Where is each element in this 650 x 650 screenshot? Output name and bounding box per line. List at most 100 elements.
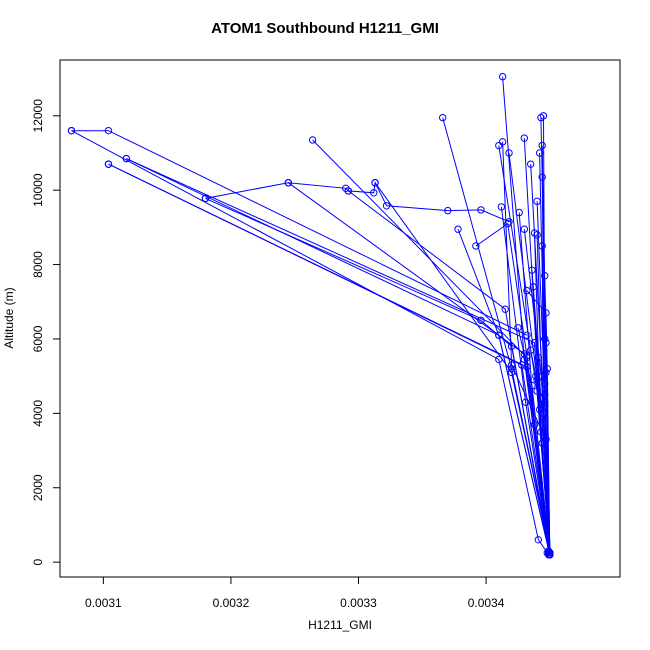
y-tick-label: 2000 bbox=[31, 474, 45, 501]
data-point bbox=[537, 428, 545, 436]
data-point bbox=[533, 231, 541, 239]
data-point bbox=[542, 309, 550, 317]
data-point bbox=[284, 179, 293, 187]
data-point bbox=[544, 547, 553, 555]
data-point bbox=[539, 409, 548, 418]
data-point bbox=[533, 376, 541, 384]
data-point bbox=[122, 154, 131, 163]
series-line bbox=[526, 290, 551, 555]
data-point bbox=[528, 266, 536, 274]
data-point bbox=[498, 73, 507, 81]
data-point bbox=[505, 149, 513, 157]
data-point bbox=[477, 316, 485, 325]
data-point bbox=[504, 219, 512, 228]
data-point bbox=[505, 218, 513, 226]
series-line bbox=[71, 130, 528, 336]
y-tick-label: 0 bbox=[31, 558, 45, 565]
data-point bbox=[370, 189, 378, 197]
data-point bbox=[523, 331, 531, 339]
data-point bbox=[538, 439, 546, 447]
series-line bbox=[205, 197, 551, 553]
series-line bbox=[517, 327, 551, 553]
data-point bbox=[382, 202, 391, 210]
data-point bbox=[541, 391, 549, 399]
data-point bbox=[533, 387, 541, 395]
data-point bbox=[538, 173, 546, 181]
series-line bbox=[457, 229, 551, 555]
data-point bbox=[344, 187, 352, 195]
data-point bbox=[472, 242, 480, 250]
series-line bbox=[518, 212, 551, 553]
series-line bbox=[442, 117, 551, 553]
data-point bbox=[520, 134, 529, 142]
data-point bbox=[514, 324, 522, 332]
x-tick-label: 0.0033 bbox=[340, 596, 377, 610]
data-point bbox=[534, 353, 543, 362]
series-line bbox=[126, 158, 551, 555]
data-point bbox=[201, 194, 210, 203]
data-point bbox=[527, 346, 535, 354]
data-point bbox=[308, 136, 317, 144]
data-point bbox=[541, 398, 549, 406]
data-point bbox=[523, 286, 531, 295]
series-line bbox=[108, 163, 551, 553]
data-point bbox=[535, 405, 544, 414]
data-point bbox=[530, 420, 539, 429]
y-tick-label: 8000 bbox=[31, 251, 45, 278]
data-point bbox=[507, 342, 516, 351]
series-line bbox=[205, 181, 510, 223]
data-point bbox=[477, 206, 485, 214]
data-point bbox=[342, 184, 350, 193]
y-axis: 0 2000 4000 6000 8000 10000 12000 bbox=[31, 99, 60, 565]
data-point bbox=[523, 351, 531, 360]
data-point bbox=[520, 225, 529, 233]
x-tick-label: 0.0031 bbox=[85, 596, 122, 610]
data-point bbox=[523, 363, 531, 371]
data-point bbox=[501, 305, 509, 313]
data-point bbox=[67, 126, 76, 135]
x-axis: 0.0031 0.0032 0.0033 0.0034 bbox=[85, 577, 505, 610]
chart-title: ATOM1 Southbound H1211_GMI bbox=[211, 20, 439, 37]
x-tick-label: 0.0032 bbox=[213, 596, 250, 610]
data-point bbox=[529, 283, 537, 291]
data-point bbox=[533, 197, 541, 206]
data-point bbox=[371, 179, 379, 187]
data-point bbox=[498, 138, 507, 146]
data-point bbox=[521, 398, 530, 406]
data-point bbox=[539, 112, 548, 120]
x-tick-label: 0.0034 bbox=[468, 596, 505, 610]
data-point bbox=[538, 141, 546, 150]
y-tick-label: 4000 bbox=[31, 400, 45, 427]
data-point bbox=[527, 160, 535, 168]
data-point bbox=[507, 368, 516, 377]
data-point bbox=[538, 242, 546, 250]
data-point bbox=[546, 550, 554, 559]
data-point bbox=[542, 435, 550, 444]
series-line bbox=[500, 206, 551, 555]
data-point bbox=[532, 372, 540, 380]
data-point bbox=[438, 113, 447, 122]
data-point bbox=[454, 225, 462, 233]
data-point bbox=[507, 361, 516, 369]
data-point bbox=[539, 431, 548, 440]
data-point bbox=[530, 338, 539, 347]
data-point bbox=[541, 379, 549, 388]
x-axis-label: H1211_GMI bbox=[308, 618, 372, 632]
data-point bbox=[528, 381, 536, 390]
plot-frame bbox=[59, 59, 621, 578]
data-point bbox=[520, 355, 529, 364]
data-point bbox=[444, 206, 452, 215]
data-point bbox=[541, 272, 549, 280]
series-line bbox=[347, 190, 550, 552]
data-point bbox=[495, 331, 503, 339]
data-point bbox=[535, 149, 544, 157]
data-point bbox=[543, 365, 551, 373]
y-tick-label: 6000 bbox=[31, 325, 45, 352]
data-point bbox=[495, 355, 503, 364]
series-line bbox=[530, 350, 551, 553]
data-point bbox=[542, 338, 550, 347]
data-point bbox=[495, 141, 503, 150]
y-tick-label: 10000 bbox=[31, 173, 45, 207]
series-line bbox=[126, 158, 551, 553]
